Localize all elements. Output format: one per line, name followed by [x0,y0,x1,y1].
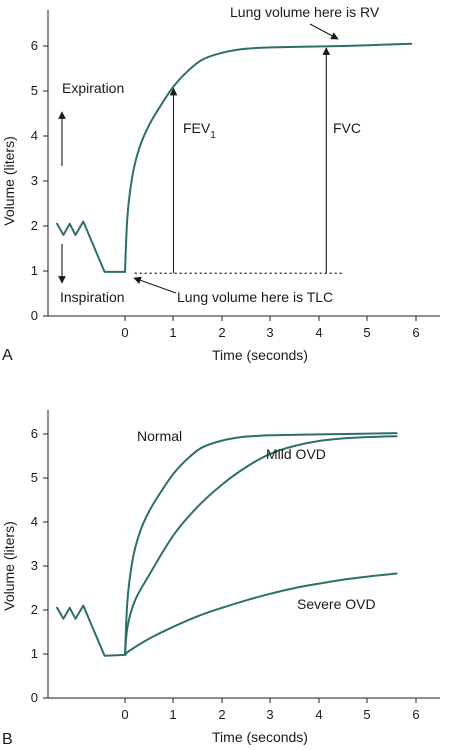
panel-b-xtick-0: 0 [121,707,128,722]
panel-a-xtick-2: 2 [218,325,225,340]
panel-b-label: B [2,731,13,748]
panel-a-inspiration-label: Inspiration [60,289,125,305]
panel-a-xtick-3: 3 [266,325,273,340]
panel-b-mild-ovd-label: Mild OVD [266,446,326,462]
panel-b-ytick-3: 3 [31,558,38,573]
panel-a-fev1-label: FEV1 [183,120,216,141]
panel-a-pre-test-trace [56,220,126,273]
panel-a-tlc-note: Lung volume here is TLC [177,289,333,305]
panel-a-xtick-6: 6 [412,325,419,340]
panel-a-expiration-label: Expiration [62,80,124,96]
panel-a-tlc-arrow [133,276,177,294]
panel-b-mild-ovd-curve [124,435,398,656]
panel-a-ytick-1: 1 [31,263,38,278]
panel-b-normal-curve [124,432,398,656]
panel-b-xtick-5: 5 [363,707,370,722]
panel-a: 0 1 2 3 4 5 6 0 1 2 3 4 5 6 Time (second… [1,4,440,364]
panel-a-fev1-subscript: 1 [210,130,216,141]
panel-a-y-axis-label: Volume (liters) [1,136,17,225]
panel-a-xtick-1: 1 [169,325,176,340]
panel-b-normal-label: Normal [137,428,182,444]
panel-a-ytick-3: 3 [31,173,38,188]
panel-a-label: A [2,347,13,364]
panel-b-severe-ovd-label: Severe OVD [297,596,376,612]
panel-b-ytick-1: 1 [31,646,38,661]
panel-a-fvc-label: FVC [333,120,361,136]
panel-b-xtick-2: 2 [218,707,225,722]
panel-a-volume-curve [124,42,413,273]
panel-b-y-axis-label: Volume (liters) [1,521,17,610]
panel-b-x-axis-label: Time (seconds) [212,729,308,745]
panel-a-ytick-6: 6 [31,38,38,53]
panel-a-ytick-5: 5 [31,83,38,98]
panel-a-rv-note: Lung volume here is RV [230,4,380,20]
panel-b-xtick-6: 6 [412,707,419,722]
panel-a-ytick-0: 0 [31,308,38,323]
panel-b: 0 1 2 3 4 5 6 0 1 2 3 4 5 6 Time (second… [1,410,440,748]
panel-a-xtick-0: 0 [121,325,128,340]
panel-b-severe-ovd-curve [124,572,398,656]
panel-b-xtick-3: 3 [266,707,273,722]
panel-b-ytick-2: 2 [31,602,38,617]
panel-a-rv-arrow [309,23,339,40]
panel-b-ytick-4: 4 [31,514,38,529]
panel-b-pre-test-trace [56,604,126,657]
panel-a-xtick-5: 5 [363,325,370,340]
panel-b-xtick-1: 1 [169,707,176,722]
panel-a-ytick-4: 4 [31,128,38,143]
panel-a-fev1-main: FEV [183,120,211,136]
panel-a-x-axis-label: Time (seconds) [212,347,308,363]
panel-b-ytick-5: 5 [31,470,38,485]
panel-b-ytick-0: 0 [31,690,38,705]
panel-b-ytick-6: 6 [31,426,38,441]
panel-b-xtick-4: 4 [315,707,322,722]
panel-a-ytick-2: 2 [31,218,38,233]
panel-a-xtick-4: 4 [315,325,322,340]
